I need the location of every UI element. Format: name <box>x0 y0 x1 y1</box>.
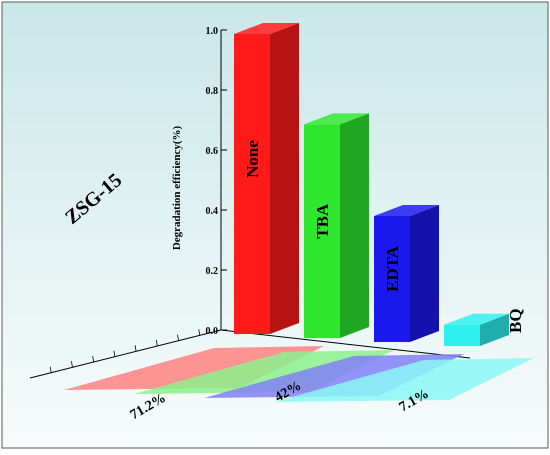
depth-tick-mark <box>155 339 158 347</box>
bar-top-face <box>374 205 439 216</box>
bar-label: TBA <box>313 203 332 239</box>
floor-shadows <box>64 346 534 402</box>
y-tick-label: 0.6 <box>206 146 219 157</box>
bar-none <box>234 23 299 334</box>
bar-side-face <box>340 113 369 339</box>
depth-tick-mark <box>134 345 137 352</box>
y-tick-label: 0.4 <box>206 206 219 217</box>
bar-side-face <box>270 23 299 334</box>
bar-top-face <box>234 23 299 34</box>
bar-label: EDTA <box>383 245 402 292</box>
x-axis-line <box>220 329 471 359</box>
bar-top-face <box>444 313 509 325</box>
depth-tick-mark <box>198 329 201 336</box>
y-tick-label: 0.0 <box>206 326 219 337</box>
bar-front-face <box>444 324 480 346</box>
y-tick-label: 0.8 <box>206 86 219 97</box>
bars <box>234 23 509 346</box>
bar-label: BQ <box>506 308 525 333</box>
floor-shadow <box>64 346 324 390</box>
bar-top-face <box>304 113 369 125</box>
bar-front-face <box>304 124 340 339</box>
depth-tick-mark <box>92 355 95 363</box>
y-tick-label: 1.0 <box>206 26 219 37</box>
floor-shadow <box>204 354 464 398</box>
y-axis-label: Degradation efficiency(%) <box>171 126 183 251</box>
y-tick-label: 0.2 <box>206 266 219 277</box>
bar-side-face <box>480 313 509 346</box>
depth-tick-mark <box>71 361 73 368</box>
bar-tba <box>304 113 369 339</box>
floor-shadow <box>274 358 534 402</box>
depth-tick-mark <box>113 350 116 357</box>
floor-shadow <box>134 350 394 394</box>
bar-front-face <box>234 34 270 334</box>
axis-layer: 0.0 0.2 0.4 0.6 0.8 1.0 <box>29 26 471 379</box>
bar-edta <box>374 205 439 342</box>
bar-bq <box>444 313 509 346</box>
depth-axis-line <box>29 329 222 379</box>
bar-label: None <box>243 140 262 178</box>
bar-side-face <box>410 205 439 342</box>
depth-tick-mark <box>49 366 52 373</box>
bar-front-face <box>374 216 410 342</box>
depth-tick-mark <box>177 334 179 341</box>
